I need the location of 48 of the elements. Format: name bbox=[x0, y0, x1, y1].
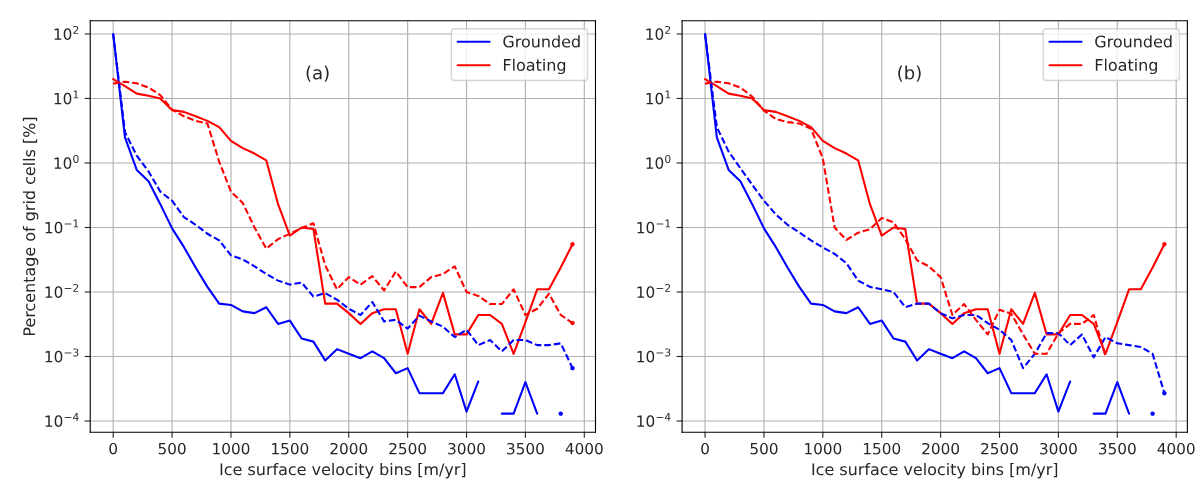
annotation: (b) bbox=[898, 65, 921, 82]
y-tick-label: 10$^{1}$ bbox=[54, 90, 79, 105]
x-tick-label: 3500 bbox=[507, 442, 544, 455]
point bbox=[570, 365, 575, 371]
legend-label: Grounded bbox=[503, 35, 580, 48]
x-tick-label: 1500 bbox=[863, 442, 901, 455]
x-tick-label: 2000 bbox=[330, 442, 368, 455]
x-tick-label: 2000 bbox=[922, 442, 960, 455]
x-tick-label: 3500 bbox=[1099, 442, 1136, 455]
point bbox=[1162, 242, 1167, 247]
y-tick-label: 10$^{0}$ bbox=[646, 154, 671, 169]
x-tick-label: 4000 bbox=[565, 442, 603, 455]
point bbox=[1162, 390, 1167, 396]
y-tick-label: 10$^{−3}$ bbox=[45, 348, 79, 363]
x-axis-title: Ice surface velocity bins [m/yr] bbox=[812, 462, 1058, 479]
x-tick-label: 0 bbox=[109, 442, 118, 455]
x-tick-label: 1000 bbox=[805, 442, 842, 455]
point bbox=[558, 411, 563, 416]
x-tick-label: 3000 bbox=[1040, 442, 1077, 455]
annotation: (a) bbox=[306, 65, 329, 82]
y-axis-title: Percentage of grid cells [%] bbox=[22, 117, 39, 336]
y-tick-label: 10$^{1}$ bbox=[646, 90, 671, 105]
y-tick-label: 10$^{−4}$ bbox=[45, 413, 79, 427]
x-tick-label: 2500 bbox=[389, 442, 427, 455]
y-tick-label: 10$^{−1}$ bbox=[637, 219, 671, 234]
y-tick-label: 10$^{2}$ bbox=[646, 25, 671, 40]
y-tick-label: 10$^{−1}$ bbox=[45, 219, 79, 234]
x-tick-label: 1000 bbox=[213, 442, 250, 455]
point bbox=[570, 242, 575, 247]
x-axis-title: Ice surface velocity bins [m/yr] bbox=[220, 462, 466, 479]
y-tick-label: 10$^{−4}$ bbox=[637, 413, 671, 427]
point bbox=[1150, 411, 1155, 416]
y-tick-label: 10$^{2}$ bbox=[54, 25, 79, 40]
x-tick-label: 500 bbox=[158, 442, 186, 455]
x-tick-label: 4000 bbox=[1157, 442, 1195, 455]
x-tick-label: 500 bbox=[750, 442, 778, 455]
y-tick-label: 10$^{−2}$ bbox=[45, 283, 79, 298]
y-tick-label: 10$^{−2}$ bbox=[637, 283, 671, 298]
x-tick-label: 1500 bbox=[272, 442, 309, 455]
y-tick-label: 10$^{−3}$ bbox=[637, 348, 671, 363]
x-tick-label: 3000 bbox=[448, 442, 485, 455]
x-tick-label: 0 bbox=[701, 442, 709, 455]
point bbox=[570, 320, 575, 326]
legend-label: Grounded bbox=[1095, 35, 1172, 48]
x-tick-label: 2500 bbox=[981, 442, 1018, 455]
y-tick-label: 10$^{0}$ bbox=[54, 154, 79, 169]
legend-label: Floating bbox=[503, 58, 566, 75]
legend-label: Floating bbox=[1095, 58, 1157, 75]
